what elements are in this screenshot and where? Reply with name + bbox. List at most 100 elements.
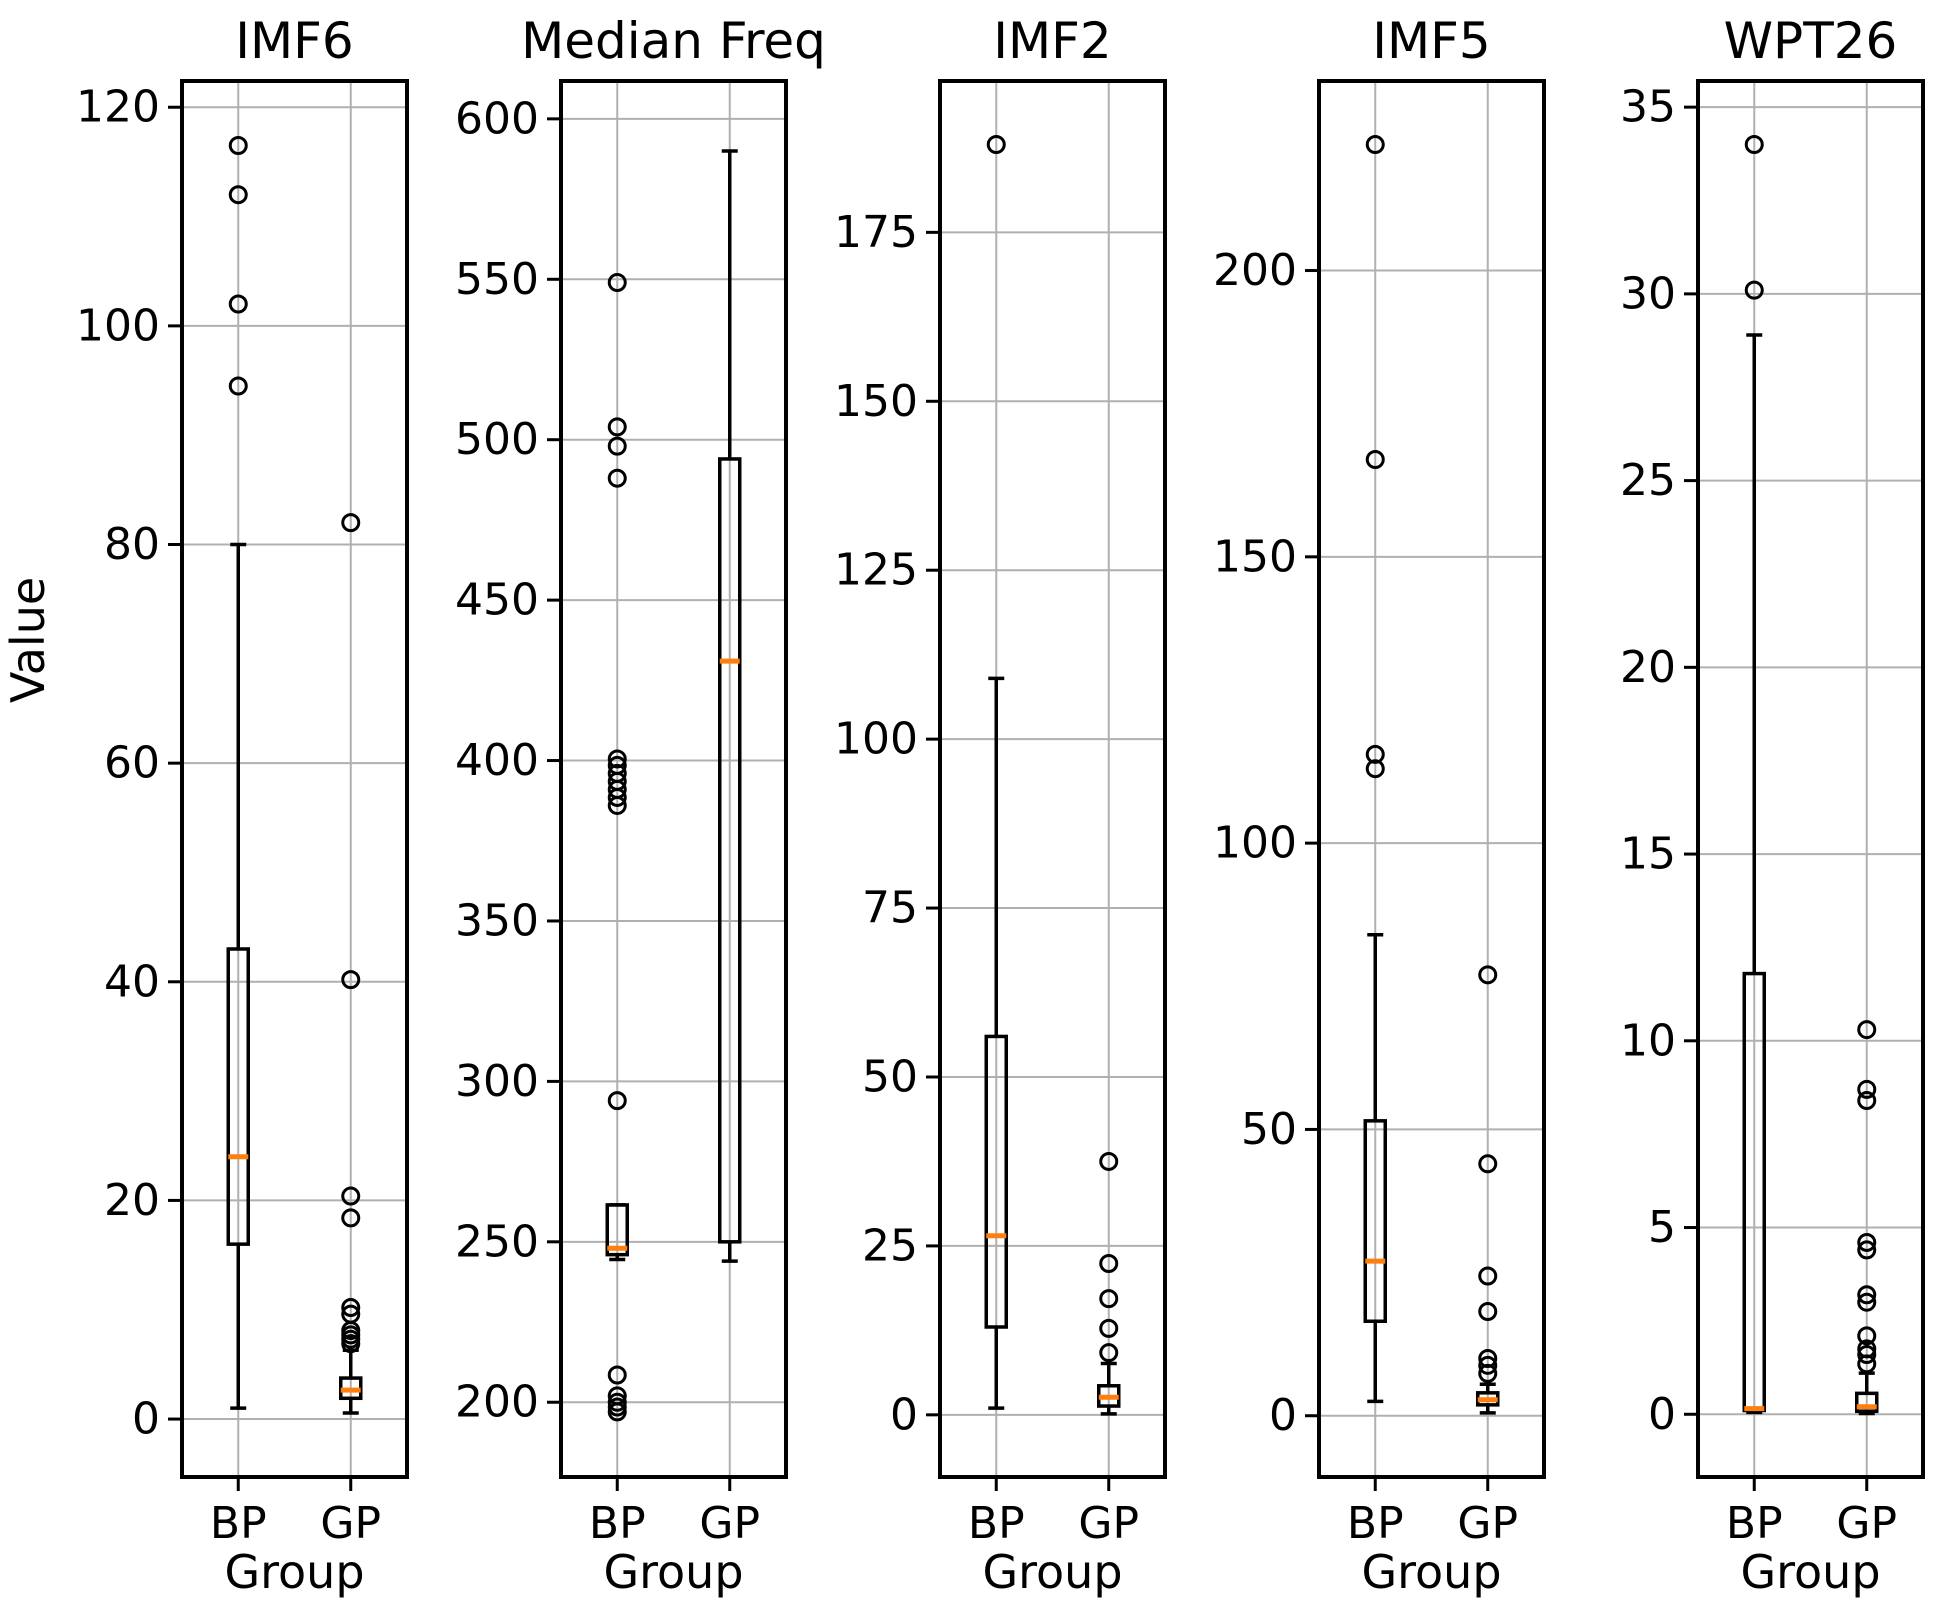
y-tick-label: 125 xyxy=(834,545,918,596)
x-tick-label-GP: GP xyxy=(320,1498,381,1549)
box-GP xyxy=(1855,1391,1879,1414)
y-tick-label: 35 xyxy=(1620,82,1676,133)
x-tick-label-GP: GP xyxy=(699,1498,760,1549)
outlier-point xyxy=(1857,1091,1877,1111)
x-tick-label-BP: BP xyxy=(1726,1498,1783,1549)
subplot-title: IMF6 xyxy=(235,12,353,70)
y-tick-label: 350 xyxy=(455,895,539,946)
x-tick-label-GP: GP xyxy=(1836,1498,1897,1549)
subplot-title: Median Freq xyxy=(521,12,826,70)
outlier-point xyxy=(1365,135,1385,155)
y-tick-label: 200 xyxy=(1213,245,1297,296)
y-tick-label: 50 xyxy=(1241,1104,1297,1155)
y-tick-label: 600 xyxy=(455,93,539,144)
y-tick-label: 400 xyxy=(455,735,539,786)
outlier-point xyxy=(228,135,248,155)
y-axis-label: Value xyxy=(1,577,55,703)
outlier-point xyxy=(1857,1292,1877,1312)
y-tick-label: 100 xyxy=(834,714,918,765)
y-tick-label: 0 xyxy=(132,1394,160,1445)
outlier-point xyxy=(228,376,248,396)
outlier-point xyxy=(1478,1348,1498,1368)
x-axis-label: Group xyxy=(1740,1545,1880,1599)
outlier-point xyxy=(607,1365,627,1385)
outlier-point xyxy=(1099,1318,1119,1338)
outlier-point xyxy=(1478,965,1498,985)
subplot-title: IMF2 xyxy=(993,12,1111,70)
outlier-point xyxy=(1857,1339,1877,1359)
y-tick-label: 0 xyxy=(1269,1390,1297,1441)
box-BP xyxy=(1363,1119,1387,1324)
box-GP xyxy=(718,457,742,1244)
outlier-point xyxy=(607,1386,627,1406)
outlier-point xyxy=(1857,1232,1877,1252)
outlier-point xyxy=(607,1392,627,1412)
outlier-point xyxy=(1478,1266,1498,1286)
y-tick-label: 500 xyxy=(455,414,539,465)
outlier-point xyxy=(1099,1253,1119,1273)
outlier-point xyxy=(1365,449,1385,469)
outlier-point xyxy=(1478,1302,1498,1322)
x-axis-label: Group xyxy=(982,1545,1122,1599)
outlier-point xyxy=(341,1298,361,1318)
outlier-point xyxy=(1099,1343,1119,1363)
y-tick-label: 175 xyxy=(834,207,918,258)
outlier-point xyxy=(1744,134,1764,154)
outlier-point xyxy=(341,970,361,990)
x-axis-label: Group xyxy=(603,1545,743,1599)
y-tick-label: 80 xyxy=(104,519,160,570)
y-tick-label: 450 xyxy=(455,575,539,626)
subplot-title: IMF5 xyxy=(1372,12,1490,70)
y-tick-label: 100 xyxy=(1213,818,1297,869)
outlier-point xyxy=(607,763,627,783)
outlier-point xyxy=(607,436,627,456)
box-BP xyxy=(226,947,250,1246)
y-tick-label: 25 xyxy=(1620,455,1676,506)
outlier-point xyxy=(1099,1151,1119,1171)
y-tick-label: 120 xyxy=(76,82,160,133)
y-tick-label: 20 xyxy=(104,1175,160,1226)
y-tick-label: 25 xyxy=(862,1220,918,1271)
y-tick-label: 30 xyxy=(1620,268,1676,319)
outlier-point xyxy=(1478,1154,1498,1174)
axes-frame xyxy=(1317,79,1546,1479)
axes-frame xyxy=(559,79,788,1479)
y-tick-label: 150 xyxy=(834,376,918,427)
outlier-point xyxy=(607,468,627,488)
y-tick-label: 100 xyxy=(76,300,160,351)
axes-frame xyxy=(938,79,1167,1479)
outlier-point xyxy=(607,749,627,769)
y-tick-label: 10 xyxy=(1620,1015,1676,1066)
x-tick-label-GP: GP xyxy=(1457,1498,1518,1549)
outlier-point xyxy=(1744,280,1764,300)
y-tick-label: 75 xyxy=(862,883,918,934)
y-tick-label: 5 xyxy=(1648,1202,1676,1253)
y-tick-label: 20 xyxy=(1620,642,1676,693)
y-tick-label: 60 xyxy=(104,738,160,789)
outlier-point xyxy=(1857,1079,1877,1099)
subplot-title: WPT26 xyxy=(1724,12,1898,70)
y-tick-label: 15 xyxy=(1620,829,1676,880)
outlier-point xyxy=(1857,1285,1877,1305)
y-tick-label: 250 xyxy=(455,1216,539,1267)
outlier-point xyxy=(228,294,248,314)
outlier-point xyxy=(986,135,1006,155)
outlier-point xyxy=(1365,759,1385,779)
outlier-point xyxy=(228,185,248,205)
y-tick-label: 50 xyxy=(862,1051,918,1102)
outlier-point xyxy=(1099,1289,1119,1309)
axes-frame xyxy=(180,79,409,1479)
x-axis-label: Group xyxy=(224,1545,364,1599)
outlier-point xyxy=(1857,1240,1877,1260)
outlier-point xyxy=(607,1091,627,1111)
y-tick-label: 40 xyxy=(104,956,160,1007)
outlier-point xyxy=(1365,744,1385,764)
x-tick-label-GP: GP xyxy=(1078,1498,1139,1549)
box-BP xyxy=(984,1034,1008,1329)
outlier-point xyxy=(607,417,627,437)
outlier-point xyxy=(1478,1355,1498,1375)
y-tick-label: 300 xyxy=(455,1056,539,1107)
x-tick-label-BP: BP xyxy=(589,1498,646,1549)
